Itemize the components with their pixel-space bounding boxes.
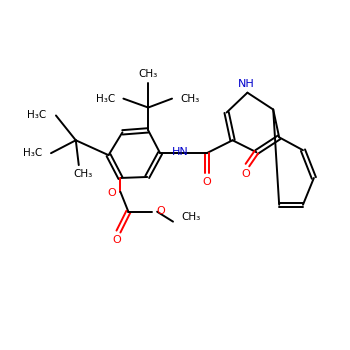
Text: NH: NH [238, 79, 255, 89]
Text: CH₃: CH₃ [73, 169, 92, 179]
Text: O: O [241, 169, 250, 179]
Text: O: O [202, 177, 211, 187]
Text: HN: HN [172, 147, 188, 157]
Text: O: O [112, 236, 121, 245]
Text: O: O [107, 188, 116, 198]
Text: H₃C: H₃C [28, 111, 47, 120]
Text: H₃C: H₃C [96, 93, 115, 104]
Text: CH₃: CH₃ [139, 69, 158, 79]
Text: CH₃: CH₃ [180, 93, 199, 104]
Text: H₃C: H₃C [22, 148, 42, 158]
Text: CH₃: CH₃ [181, 212, 201, 222]
Text: O: O [157, 206, 166, 216]
